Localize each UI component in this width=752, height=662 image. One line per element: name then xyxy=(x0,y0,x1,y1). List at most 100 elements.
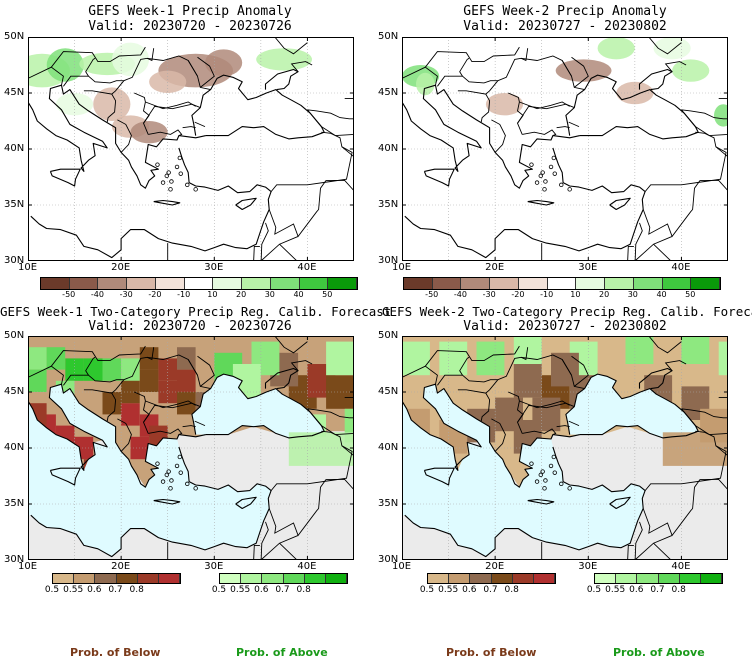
prob-below-colorbar-2 xyxy=(427,573,556,584)
prob-tick-label: 0.55 xyxy=(230,585,251,595)
anomaly-tick-label: -20 xyxy=(511,290,525,299)
prob-tick-label: 0.8 xyxy=(671,585,686,595)
colorbar-segment xyxy=(213,278,243,289)
panel2-valid: Valid: 20230727 - 20230802 xyxy=(463,19,667,34)
lat-label: 30N xyxy=(378,255,399,266)
panel3-title: GEFS Week-1 Two-Category Precip Reg. Cal… xyxy=(0,304,392,319)
prob-below-label-2: Prob. of Below xyxy=(446,646,537,659)
colorbar-segment xyxy=(242,278,271,289)
anomaly-tick-label: 20 xyxy=(235,290,247,299)
prob-tick-label: 0.55 xyxy=(63,585,84,595)
anomaly-tick-label: 50 xyxy=(322,290,333,299)
lat-label: 40N xyxy=(378,442,399,453)
panel2-title: GEFS Week-2 Precip Anomaly xyxy=(463,4,667,19)
lat-label: 50N xyxy=(4,31,25,42)
prob-above-label-2: Prob. of Above xyxy=(613,646,705,659)
lon-label: 40E xyxy=(297,561,317,572)
colorbar-segment xyxy=(404,278,433,289)
colorbar-segment xyxy=(299,278,329,289)
lat-label: 45N xyxy=(4,386,25,397)
colorbar-segment xyxy=(158,574,181,583)
anomaly-tick-label: -40 xyxy=(453,290,467,299)
colorbar-segment xyxy=(325,574,348,583)
anomaly-tick-label: 40 xyxy=(656,290,667,299)
colorbar-segment xyxy=(98,278,128,289)
map-panel-1 xyxy=(28,37,354,261)
prob-tick-label: 0.5 xyxy=(211,585,227,595)
prob-tick-label: 0.7 xyxy=(275,585,290,595)
colorbar-segment xyxy=(220,574,242,583)
colorbar-segment xyxy=(95,574,117,583)
lat-label: 35N xyxy=(4,199,25,210)
colorbar-segment xyxy=(490,278,519,289)
colorbar-segment xyxy=(518,278,548,289)
prob-below-label-1: Prob. of Below xyxy=(70,646,161,659)
anomaly-colorbar-1 xyxy=(40,277,358,290)
lon-label: 40E xyxy=(671,561,691,572)
panel1-title: GEFS Week-1 Precip Anomaly xyxy=(88,4,292,19)
prob-above-label-1: Prob. of Above xyxy=(236,646,328,659)
anomaly-tick-label: 20 xyxy=(598,290,610,299)
prob-above-colorbar-1 xyxy=(219,573,348,584)
prob-tick-label: 0.8 xyxy=(504,585,519,595)
anomaly-tick-label: -10 xyxy=(177,290,191,299)
lon-label: 10E xyxy=(18,561,38,572)
anomaly-tick-label: -10 xyxy=(540,290,554,299)
colorbar-segment xyxy=(270,278,300,289)
anomaly-tick-label: 40 xyxy=(293,290,304,299)
colorbar-segment xyxy=(491,574,513,583)
anomaly-tick-label: 10 xyxy=(570,290,581,299)
colorbar-segment xyxy=(127,278,156,289)
anomaly-tick-label: -30 xyxy=(482,290,496,299)
lat-label: 50N xyxy=(378,330,399,341)
anomaly-tick-label: -50 xyxy=(425,290,439,299)
lon-label: 20E xyxy=(111,561,131,572)
colorbar-segment xyxy=(616,574,638,583)
colorbar-segment xyxy=(74,574,96,583)
colorbar-segment xyxy=(69,278,99,289)
colorbar-segment xyxy=(53,574,75,583)
prob-tick-label: 0.7 xyxy=(108,585,123,595)
lat-label: 50N xyxy=(378,31,399,42)
lon-label: 20E xyxy=(485,262,505,273)
prob-tick-label: 0.8 xyxy=(296,585,311,595)
lon-label: 20E xyxy=(111,262,131,273)
colorbar-segment xyxy=(533,574,556,583)
colorbar-segment xyxy=(449,574,471,583)
prob-tick-label: 0.6 xyxy=(629,585,644,595)
lat-label: 45N xyxy=(378,87,399,98)
colorbar-segment xyxy=(605,278,634,289)
anomaly-tick-label: -40 xyxy=(90,290,104,299)
colorbar-segment xyxy=(547,278,577,289)
lon-label: 30E xyxy=(578,262,598,273)
lon-label: 30E xyxy=(204,262,224,273)
panel1-valid: Valid: 20230720 - 20230726 xyxy=(88,19,292,34)
colorbar-segment xyxy=(637,574,659,583)
colorbar-segment xyxy=(691,278,721,289)
prob-tick-label: 0.55 xyxy=(438,585,459,595)
colorbar-segment xyxy=(137,574,159,583)
colorbar-segment xyxy=(155,278,185,289)
lat-label: 40N xyxy=(4,442,25,453)
anomaly-tick-label: -50 xyxy=(62,290,76,299)
colorbar-segment xyxy=(658,574,680,583)
anomaly-tick-label: -20 xyxy=(148,290,162,299)
anomaly-tick-label: -30 xyxy=(119,290,133,299)
lat-label: 45N xyxy=(4,87,25,98)
prob-tick-label: 0.8 xyxy=(129,585,144,595)
panel3-valid: Valid: 20230720 - 20230726 xyxy=(88,319,292,334)
colorbar-segment xyxy=(184,278,214,289)
prob-tick-label: 0.7 xyxy=(483,585,498,595)
colorbar-segment xyxy=(328,278,358,289)
colorbar-segment xyxy=(679,574,701,583)
colorbar-segment xyxy=(304,574,326,583)
anomaly-tick-label: 30 xyxy=(627,290,638,299)
colorbar-segment xyxy=(700,574,723,583)
colorbar-segment xyxy=(633,278,663,289)
map-panel-4 xyxy=(402,336,728,560)
prob-tick-label: 0.6 xyxy=(87,585,102,595)
colorbar-segment xyxy=(241,574,263,583)
colorbar-segment xyxy=(512,574,534,583)
colorbar-segment xyxy=(262,574,284,583)
colorbar-segment xyxy=(41,278,70,289)
